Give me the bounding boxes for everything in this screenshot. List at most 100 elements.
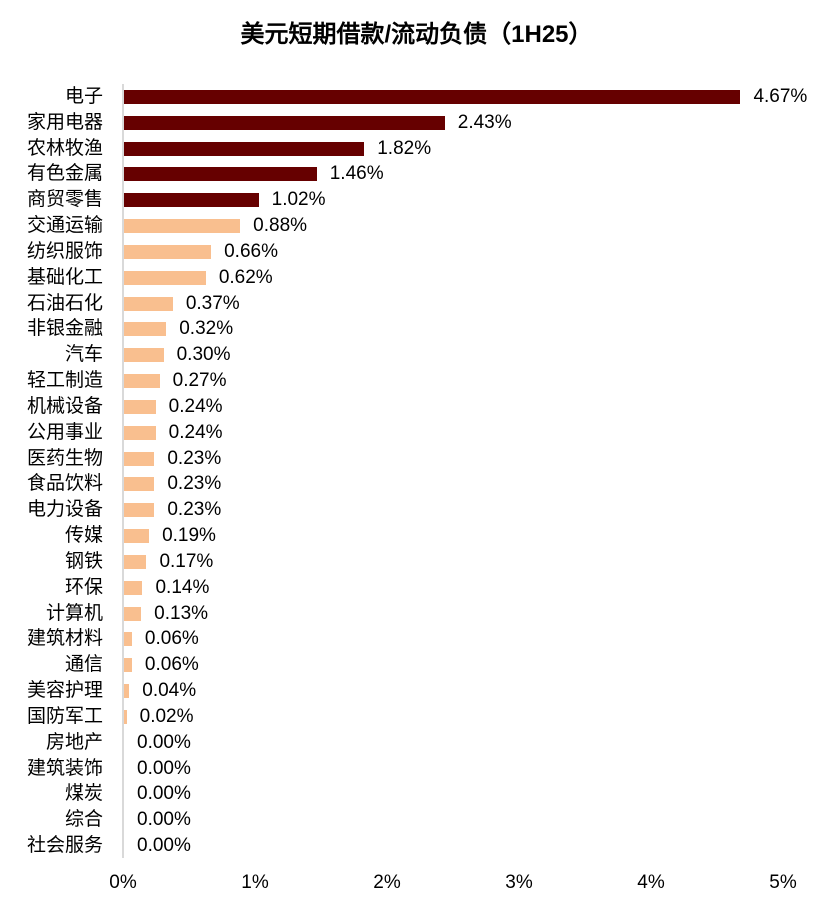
- bar-row: 汽车 0.30%: [0, 342, 833, 368]
- bar: [124, 193, 259, 208]
- value-label: 1.82%: [377, 137, 432, 159]
- bar-row: 国防军工 0.02%: [0, 704, 833, 730]
- bar-row: 石油石化 0.37%: [0, 291, 833, 317]
- plot-area: 电子 4.67% 家用电器 2.43% 农林牧渔 1.82% 有色金属 1.46% 商贸零售 1.…: [0, 84, 833, 860]
- bar-row: 医药生物 0.23%: [0, 446, 833, 472]
- value-label: 0.06%: [144, 628, 199, 650]
- value-label: 0.00%: [137, 809, 191, 831]
- bar-row: 煤炭 0.00%: [0, 781, 833, 807]
- bar: [124, 167, 317, 182]
- bar-row: 电子 4.67%: [0, 84, 833, 110]
- bar-row: 交通运输 0.88%: [0, 213, 833, 239]
- category-label: 公用事业: [26, 421, 103, 443]
- category-label: 钢铁: [64, 550, 103, 572]
- bar-row: 美容护理 0.04%: [0, 678, 833, 704]
- value-label: 0.23%: [167, 447, 222, 469]
- bar: [124, 219, 241, 234]
- value-label: 0.00%: [137, 731, 191, 753]
- category-label: 电力设备: [26, 499, 103, 521]
- bar-row: 有色金属 1.46%: [0, 161, 833, 187]
- bar-row: 综合 0.00%: [0, 807, 833, 833]
- bar: [124, 115, 445, 130]
- category-label: 建筑装饰: [26, 757, 103, 779]
- category-label: 商贸零售: [26, 189, 103, 211]
- value-label: 0.00%: [137, 757, 191, 779]
- value-label: 0.17%: [159, 550, 214, 572]
- bar: [124, 503, 155, 518]
- category-label: 轻工制造: [26, 370, 103, 392]
- category-label: 社会服务: [26, 835, 103, 857]
- bar: [124, 141, 365, 156]
- bar-row: 建筑材料 0.06%: [0, 626, 833, 652]
- category-label: 医药生物: [26, 447, 103, 469]
- category-label: 房地产: [45, 731, 103, 753]
- bar: [124, 451, 155, 466]
- category-label: 纺织服饰: [26, 240, 103, 262]
- bar: [124, 270, 206, 285]
- value-label: 4.67%: [753, 86, 808, 107]
- category-label: 石油石化: [26, 292, 103, 314]
- x-tick-label: 0%: [109, 872, 137, 893]
- category-label: 农林牧渔: [26, 137, 103, 159]
- category-label: 综合: [64, 809, 103, 831]
- value-label: 0.24%: [168, 421, 223, 443]
- category-label: 食品饮料: [26, 473, 103, 495]
- bar: [124, 709, 127, 724]
- bar-row: 建筑装饰 0.00%: [0, 756, 833, 782]
- category-label: 机械设备: [26, 395, 103, 417]
- value-label: 0.23%: [167, 473, 222, 495]
- category-label: 汽车: [64, 344, 103, 366]
- bar: [124, 399, 156, 414]
- bar: [124, 554, 147, 569]
- value-label: 0.04%: [142, 680, 197, 702]
- value-label: 0.24%: [168, 395, 223, 417]
- bar-row: 食品饮料 0.23%: [0, 471, 833, 497]
- category-label: 有色金属: [26, 163, 103, 185]
- value-label: 0.14%: [155, 576, 210, 598]
- value-label: 0.13%: [154, 602, 209, 624]
- bar: [124, 322, 167, 337]
- x-tick-label: 3%: [505, 872, 533, 893]
- bar: [124, 632, 132, 647]
- bar: [124, 529, 150, 544]
- value-label: 1.02%: [271, 189, 326, 211]
- y-axis-line: [122, 84, 124, 858]
- value-label: 0.37%: [185, 292, 240, 314]
- bar: [124, 90, 741, 104]
- bar-row: 通信 0.06%: [0, 652, 833, 678]
- value-label: 0.23%: [167, 499, 222, 521]
- value-label: 0.66%: [224, 240, 278, 262]
- value-label: 0.19%: [162, 525, 216, 547]
- value-label: 0.32%: [179, 318, 234, 340]
- value-label: 2.43%: [457, 111, 512, 133]
- category-label: 通信: [64, 654, 103, 676]
- x-tick-label: 5%: [769, 872, 797, 893]
- bar-row: 钢铁 0.17%: [0, 549, 833, 575]
- bar-row: 传媒 0.19%: [0, 523, 833, 549]
- bar: [124, 374, 160, 389]
- bar: [124, 606, 142, 621]
- bar: [124, 684, 130, 699]
- bar-row: 环保 0.14%: [0, 575, 833, 601]
- category-label: 建筑材料: [26, 628, 103, 650]
- category-label: 非银金融: [26, 318, 103, 340]
- bar: [124, 244, 212, 259]
- bar-row: 机械设备 0.24%: [0, 394, 833, 420]
- category-label: 电子: [64, 86, 103, 107]
- category-label: 国防军工: [26, 705, 103, 727]
- bar: [124, 477, 155, 492]
- category-label: 传媒: [64, 525, 103, 547]
- bar-row: 商贸零售 1.02%: [0, 187, 833, 213]
- bar-row: 电力设备 0.23%: [0, 497, 833, 523]
- category-label: 计算机: [45, 602, 103, 624]
- bar: [124, 425, 156, 440]
- x-tick-label: 1%: [241, 872, 269, 893]
- bar-row: 社会服务 0.00%: [0, 833, 833, 859]
- x-tick-label: 2%: [373, 872, 401, 893]
- bar-row: 基础化工 0.62%: [0, 265, 833, 291]
- bar-row: 农林牧渔 1.82%: [0, 136, 833, 162]
- category-label: 环保: [64, 576, 103, 598]
- value-label: 0.27%: [172, 370, 227, 392]
- value-label: 0.00%: [137, 783, 191, 805]
- value-label: 0.00%: [137, 835, 191, 857]
